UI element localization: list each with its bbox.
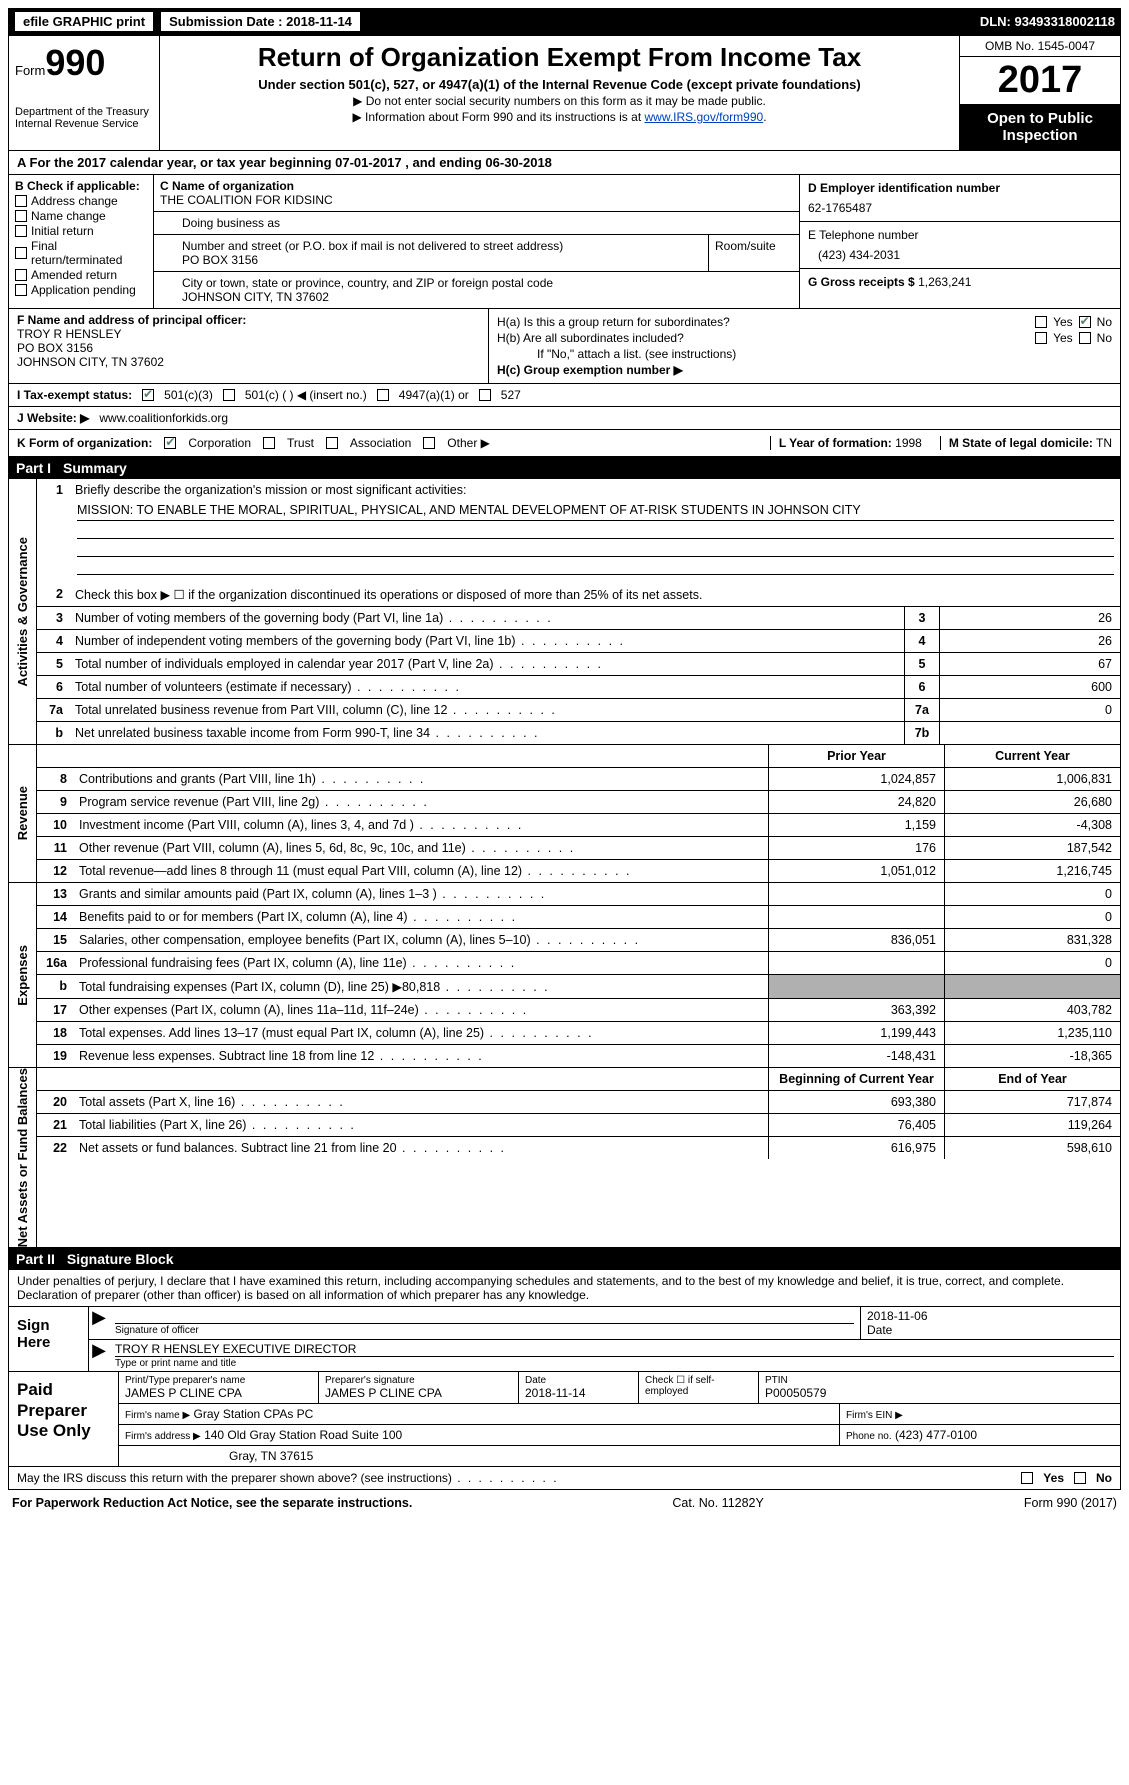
chk-application-pending[interactable] (15, 284, 27, 296)
paid-preparer: Paid Preparer Use Only Print/Type prepar… (9, 1371, 1120, 1466)
row-i: I Tax-exempt status: 501(c)(3) 501(c) ( … (8, 384, 1121, 407)
exp-section: Expenses 13Grants and similar amounts pa… (8, 883, 1121, 1068)
row-a: A For the 2017 calendar year, or tax yea… (8, 151, 1121, 175)
rev-row: 11Other revenue (Part VIII, column (A), … (37, 837, 1120, 860)
chk-501c3[interactable] (142, 389, 154, 401)
chk-initial-return[interactable] (15, 225, 27, 237)
exp-row: bTotal fundraising expenses (Part IX, co… (37, 975, 1120, 999)
rev-row: 9Program service revenue (Part VIII, lin… (37, 791, 1120, 814)
efile-badge: efile GRAPHIC print (14, 11, 154, 32)
chk-amended-return[interactable] (15, 269, 27, 281)
discuss-row: May the IRS discuss this return with the… (8, 1467, 1121, 1490)
exp-row: 17Other expenses (Part IX, column (A), l… (37, 999, 1120, 1022)
exp-row: 13Grants and similar amounts paid (Part … (37, 883, 1120, 906)
section-fh: F Name and address of principal officer:… (8, 309, 1121, 384)
col-f: F Name and address of principal officer:… (9, 309, 489, 383)
form-title: Return of Organization Exempt From Incom… (166, 42, 953, 73)
part1-header: Part I Summary (8, 457, 1121, 479)
gov-row: 4Number of independent voting members of… (37, 630, 1120, 653)
gov-row: 3Number of voting members of the governi… (37, 607, 1120, 630)
chk-discuss-yes[interactable] (1021, 1472, 1033, 1484)
chk-other[interactable] (423, 437, 435, 449)
net-row: 21Total liabilities (Part X, line 26)76,… (37, 1114, 1120, 1137)
chk-corp[interactable] (164, 437, 176, 449)
header-mid: Return of Organization Exempt From Incom… (159, 36, 960, 150)
net-row: 20Total assets (Part X, line 16)693,3807… (37, 1091, 1120, 1114)
submission-date: Submission Date : 2018-11-14 (160, 11, 361, 32)
chk-final-return[interactable] (15, 247, 27, 259)
gov-row: 7aTotal unrelated business revenue from … (37, 699, 1120, 722)
exp-row: 19Revenue less expenses. Subtract line 1… (37, 1045, 1120, 1067)
gov-row: bNet unrelated business taxable income f… (37, 722, 1120, 744)
rev-row: 8Contributions and grants (Part VIII, li… (37, 768, 1120, 791)
chk-501c[interactable] (223, 389, 235, 401)
chk-trust[interactable] (263, 437, 275, 449)
chk-assoc[interactable] (326, 437, 338, 449)
header-left: Form990 Department of the Treasury Inter… (9, 36, 159, 150)
exp-row: 18Total expenses. Add lines 13–17 (must … (37, 1022, 1120, 1045)
section-bcd: B Check if applicable: Address change Na… (8, 175, 1121, 309)
rev-row: 10Investment income (Part VIII, column (… (37, 814, 1120, 837)
chk-ha-yes[interactable] (1035, 316, 1047, 328)
chk-4947[interactable] (377, 389, 389, 401)
dln: DLN: 93493318002118 (980, 14, 1115, 29)
header-right: OMB No. 1545-0047 2017 Open to Public In… (960, 36, 1120, 150)
chk-address-change[interactable] (15, 195, 27, 207)
col-c: C Name of organization THE COALITION FOR… (154, 175, 800, 308)
gov-row: 5Total number of individuals employed in… (37, 653, 1120, 676)
chk-discuss-no[interactable] (1074, 1472, 1086, 1484)
col-b: B Check if applicable: Address change Na… (9, 175, 154, 308)
rev-row: 12Total revenue—add lines 8 through 11 (… (37, 860, 1120, 882)
row-k: K Form of organization: Corporation Trus… (8, 430, 1121, 457)
form-header: Form990 Department of the Treasury Inter… (8, 35, 1121, 151)
gov-row: 6Total number of volunteers (estimate if… (37, 676, 1120, 699)
rev-section: Revenue Prior YearCurrent Year 8Contribu… (8, 745, 1121, 883)
exp-row: 15Salaries, other compensation, employee… (37, 929, 1120, 952)
net-section: Net Assets or Fund Balances Beginning of… (8, 1068, 1121, 1248)
row-j: J Website: ▶ www.coalitionforkids.org (8, 407, 1121, 430)
chk-527[interactable] (479, 389, 491, 401)
footer: For Paperwork Reduction Act Notice, see … (8, 1490, 1121, 1510)
exp-row: 16aProfessional fundraising fees (Part I… (37, 952, 1120, 975)
gov-section: Activities & Governance 1Briefly describ… (8, 479, 1121, 745)
chk-hb-no[interactable] (1079, 332, 1091, 344)
chk-name-change[interactable] (15, 210, 27, 222)
col-h: H(a) Is this a group return for subordin… (489, 309, 1120, 383)
chk-ha-no[interactable] (1079, 316, 1091, 328)
part2-header: Part II Signature Block (8, 1248, 1121, 1270)
exp-row: 14Benefits paid to or for members (Part … (37, 906, 1120, 929)
col-d: D Employer identification number 62-1765… (800, 175, 1120, 308)
form990-link[interactable]: www.IRS.gov/form990 (644, 110, 763, 124)
chk-hb-yes[interactable] (1035, 332, 1047, 344)
net-row: 22Net assets or fund balances. Subtract … (37, 1137, 1120, 1159)
signature-block: Under penalties of perjury, I declare th… (8, 1270, 1121, 1467)
top-bar: efile GRAPHIC print Submission Date : 20… (8, 8, 1121, 35)
